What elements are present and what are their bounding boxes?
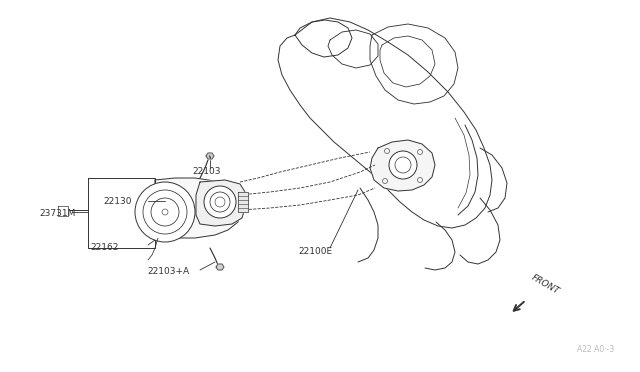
Text: 22100E: 22100E xyxy=(298,247,332,257)
Circle shape xyxy=(135,182,195,242)
Circle shape xyxy=(204,186,236,218)
Text: 22103+A: 22103+A xyxy=(147,267,189,276)
Polygon shape xyxy=(196,180,245,226)
Polygon shape xyxy=(370,140,435,191)
Text: FRONT: FRONT xyxy=(530,273,561,296)
Text: 22103: 22103 xyxy=(193,167,221,176)
Polygon shape xyxy=(206,153,214,159)
Polygon shape xyxy=(238,192,248,212)
Polygon shape xyxy=(216,264,224,270)
Text: 22162: 22162 xyxy=(91,244,119,253)
Circle shape xyxy=(395,157,411,173)
Polygon shape xyxy=(58,206,68,216)
Text: A22 A0·-3: A22 A0·-3 xyxy=(577,344,614,353)
Text: 22130: 22130 xyxy=(104,196,132,205)
Polygon shape xyxy=(150,178,240,238)
Circle shape xyxy=(389,151,417,179)
Text: 23731M: 23731M xyxy=(40,208,76,218)
